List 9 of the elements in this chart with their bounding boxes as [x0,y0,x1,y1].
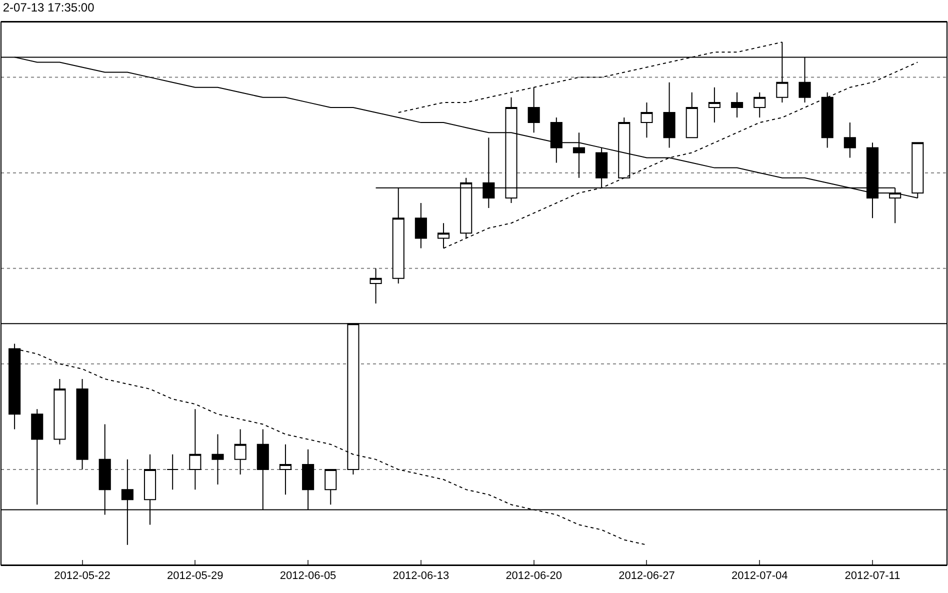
x-tick-label: 2012-07-11 [844,570,900,582]
x-tick-label: 2012-06-20 [506,570,562,582]
x-tick-label: 2012-05-29 [167,570,224,582]
x-tick-label: 2012-06-27 [618,570,675,582]
x-tick-label: 2012-07-04 [731,570,788,582]
x-tick-label: 2012-06-13 [392,570,450,582]
x-tick-label: 2012-05-22 [54,570,110,582]
x-tick-label: 2012-06-05 [280,570,336,582]
chart-title: 2-07-13 17:35:00 [2,0,95,14]
